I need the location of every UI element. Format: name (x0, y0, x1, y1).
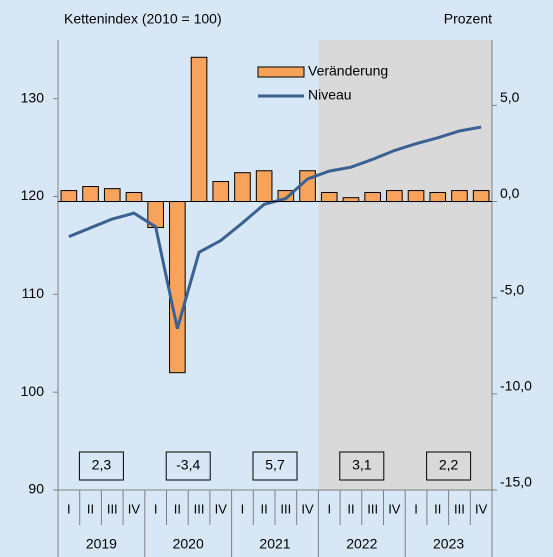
forecast-shading (318, 40, 492, 490)
year-label: 2020 (173, 536, 204, 552)
annual-box (426, 451, 472, 481)
legend-swatch (257, 66, 305, 78)
bar (320, 192, 338, 203)
annual-label: 2,3 (92, 457, 112, 473)
bar (429, 192, 447, 203)
y-axis-label: Kettenindex (2010 = 100) (64, 11, 222, 27)
bar (212, 181, 230, 203)
bar (103, 188, 121, 203)
x-tick-label: I (154, 501, 158, 516)
x-tick-label: IV (128, 501, 141, 516)
y-tick-label: 120 (21, 187, 45, 203)
bar (190, 56, 208, 203)
year-label: 2023 (433, 536, 464, 552)
x-tick-label: IV (388, 501, 401, 516)
y2-tick-label: -15,0 (500, 474, 532, 490)
bar (342, 197, 360, 203)
bar (125, 192, 143, 203)
x-tick-label: IV (215, 501, 228, 516)
y-tick-label: 100 (21, 383, 45, 399)
y2-axis-label: Prozent (444, 11, 492, 27)
bar (169, 201, 186, 374)
annual-label: 3,1 (352, 457, 372, 473)
annual-box (165, 451, 211, 481)
bar (82, 186, 99, 203)
x-tick-label: I (414, 501, 418, 516)
annual-box (339, 451, 385, 481)
x-tick-label: II (261, 501, 268, 516)
y2-tick-label: -5,0 (500, 281, 524, 297)
bar (472, 190, 490, 203)
x-tick-label: II (347, 501, 354, 516)
x-tick-label: III (454, 501, 465, 516)
y2-tick-label: 0,0 (500, 185, 520, 201)
x-tick-label: III (194, 501, 205, 516)
legend-label: Niveau (308, 87, 352, 103)
y2-tick-label: -10,0 (500, 378, 532, 394)
year-label: 2022 (346, 536, 377, 552)
x-tick-label: IV (475, 501, 488, 516)
x-tick-label: II (174, 501, 181, 516)
x-tick-label: I (67, 501, 71, 516)
bar (407, 190, 425, 203)
x-tick-label: III (107, 501, 118, 516)
bar (60, 190, 78, 203)
year-label: 2021 (259, 536, 290, 552)
x-tick-label: III (280, 501, 291, 516)
x-tick-label: III (367, 501, 378, 516)
y-tick-label: 110 (22, 285, 45, 301)
x-tick-label: I (241, 501, 245, 516)
bar (451, 190, 468, 203)
bar (234, 172, 251, 203)
x-tick-label: I (327, 501, 331, 516)
annual-label: 5,7 (265, 457, 285, 473)
bar (364, 192, 381, 203)
annual-box (78, 451, 124, 481)
year-label: 2019 (86, 536, 117, 552)
y-tick-label: 90 (28, 481, 44, 497)
annual-label: 2,2 (439, 457, 459, 473)
x-tick-label: II (87, 501, 94, 516)
annual-label: -3,4 (176, 457, 200, 473)
legend-label: Veränderung (308, 63, 388, 79)
x-tick-label: IV (301, 501, 314, 516)
x-tick-label: II (434, 501, 441, 516)
bar (386, 190, 403, 203)
bar (255, 170, 273, 203)
y2-tick-label: 5,0 (500, 89, 520, 105)
annual-box (252, 451, 298, 481)
y-tick-label: 130 (21, 89, 45, 105)
